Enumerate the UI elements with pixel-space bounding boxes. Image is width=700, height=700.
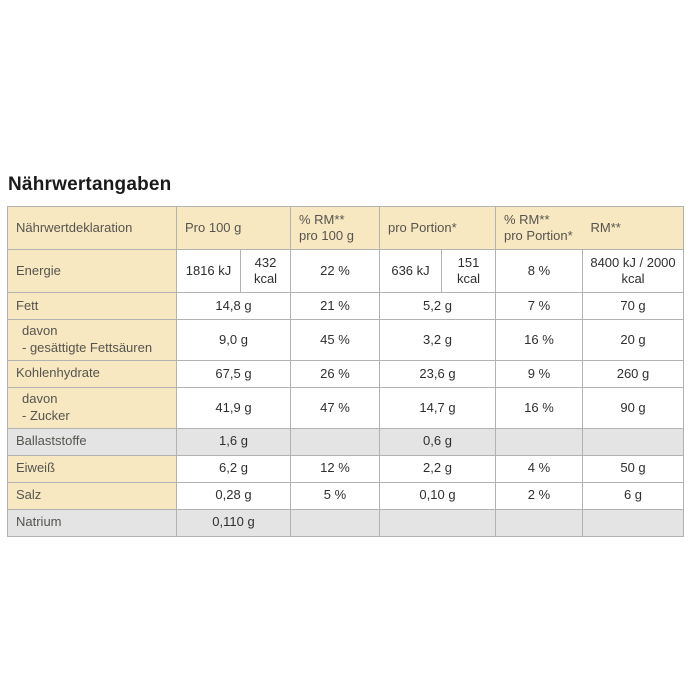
cell-rm: 90 g: [582, 386, 684, 429]
cell-rm: 20 g: [582, 319, 684, 361]
cell-rm-per-portion: 4 %: [495, 454, 583, 483]
cell-rm: 70 g: [582, 292, 684, 320]
cell-rm-per-portion: 2 %: [495, 481, 583, 510]
cell-rm-per-100g: 22 %: [290, 249, 380, 293]
column-header-rm-per-portion-line2: pro Portion*: [504, 228, 573, 243]
cell-rm-per-portion: 7 %: [495, 292, 583, 320]
cell-rm-per-portion: 9 %: [495, 359, 583, 388]
column-header-rm-per-100g: % RM** pro 100 g: [290, 206, 380, 250]
column-header-rm-per-portion: % RM** pro Portion*: [495, 206, 583, 250]
cell-per-portion-kcal: 151 kcal: [441, 249, 496, 293]
cell-per-100g: 41,9 g: [176, 386, 291, 429]
row-label-line2: - Zucker: [22, 407, 70, 423]
cell-rm-per-portion: 16 %: [495, 386, 583, 429]
cell-rm-per-100g: 21 %: [290, 292, 380, 320]
column-header-per-portion: pro Portion*: [379, 206, 496, 250]
cell-rm-per-100g: 12 %: [290, 454, 380, 483]
cell-rm-per-100g: [290, 508, 380, 537]
cell-rm-per-100g: 5 %: [290, 481, 380, 510]
cell-per-100g: 14,8 g: [176, 292, 291, 320]
cell-per-portion: 2,2 g: [379, 454, 496, 483]
column-header-rm-per-100g-line1: % RM**: [299, 211, 345, 227]
cell-per-portion: 5,2 g: [379, 292, 496, 320]
row-label: Energie: [7, 249, 177, 293]
cell-rm-per-100g: [290, 427, 380, 456]
cell-per-portion: 0,10 g: [379, 481, 496, 510]
row-label: Kohlenhydrate: [7, 359, 177, 388]
cell-per-portion: 14,7 g: [379, 386, 496, 429]
table-row-eiweiss: Eiweiß 6,2 g 12 % 2,2 g 4 % 50 g: [7, 454, 684, 483]
row-label: davon - Zucker: [7, 386, 177, 429]
cell-per-100g-kj: 1816 kJ: [176, 249, 241, 293]
cell-per-portion: 23,6 g: [379, 359, 496, 388]
row-label-line1: davon: [22, 323, 58, 338]
column-header-declaration: Nährwertdeklaration: [7, 206, 177, 250]
cell-rm-per-100g: 47 %: [290, 386, 380, 429]
cell-per-portion: 3,2 g: [379, 319, 496, 361]
cell-rm-per-portion: [495, 427, 583, 456]
cell-rm: [582, 508, 684, 537]
cell-rm-per-portion: [495, 508, 583, 537]
cell-rm: 50 g: [582, 454, 684, 483]
cell-per-portion: 0,6 g: [379, 427, 496, 456]
row-label: Ballaststoffe: [7, 427, 177, 456]
table-header-row: Nährwertdeklaration Pro 100 g % RM** pro…: [7, 206, 684, 250]
cell-per-100g: 1,6 g: [176, 427, 291, 456]
table-row-gesaettigte-fettsaeuren: davon - gesättigte Fettsäuren 9,0 g 45 %…: [7, 319, 684, 361]
cell-per-100g: 0,28 g: [176, 481, 291, 510]
table-row-natrium: Natrium 0,110 g: [7, 508, 684, 537]
row-label: Salz: [7, 481, 177, 510]
row-label-line1: davon: [22, 390, 58, 406]
column-header-rm-per-portion-line1: % RM**: [504, 211, 550, 227]
table-row-kohlenhydrate: Kohlenhydrate 67,5 g 26 % 23,6 g 9 % 260…: [7, 359, 684, 388]
cell-per-100g: 67,5 g: [176, 359, 291, 388]
row-label: Eiweiß: [7, 454, 177, 483]
column-header-rm-per-100g-line2: pro 100 g: [299, 228, 354, 243]
table-row-salz: Salz 0,28 g 5 % 0,10 g 2 % 6 g: [7, 481, 684, 510]
cell-rm-per-portion: 8 %: [495, 249, 583, 293]
cell-per-100g: 6,2 g: [176, 454, 291, 483]
page-title: Nährwertangaben: [8, 174, 172, 195]
column-header-per-100g: Pro 100 g: [176, 206, 291, 250]
table-row-ballaststoffe: Ballaststoffe 1,6 g 0,6 g: [7, 427, 684, 456]
cell-rm-per-100g: 45 %: [290, 319, 380, 361]
nutrition-table: Nährwertdeklaration Pro 100 g % RM** pro…: [7, 206, 684, 537]
cell-per-portion: [379, 508, 496, 537]
cell-rm-per-100g: 26 %: [290, 359, 380, 388]
row-label: davon - gesättigte Fettsäuren: [7, 319, 177, 361]
cell-rm: [582, 427, 684, 456]
row-label-line2: - gesättigte Fettsäuren: [22, 339, 153, 355]
cell-rm-per-portion: 16 %: [495, 319, 583, 361]
cell-rm: 260 g: [582, 359, 684, 388]
row-label: Natrium: [7, 508, 177, 537]
row-label: Fett: [7, 292, 177, 320]
table-row-energie: Energie 1816 kJ 432 kcal 22 % 636 kJ 151…: [7, 249, 684, 293]
table-row-zucker: davon - Zucker 41,9 g 47 % 14,7 g 16 % 9…: [7, 386, 684, 429]
table-row-fett: Fett 14,8 g 21 % 5,2 g 7 % 70 g: [7, 292, 684, 320]
cell-rm: 6 g: [582, 481, 684, 510]
column-header-rm: RM**: [582, 206, 684, 250]
cell-per-100g: 0,110 g: [176, 508, 291, 537]
cell-per-100g: 9,0 g: [176, 319, 291, 361]
cell-per-100g-kcal: 432 kcal: [240, 249, 291, 293]
cell-per-portion-kj: 636 kJ: [379, 249, 442, 293]
cell-rm: 8400 kJ / 2000 kcal: [582, 249, 684, 293]
